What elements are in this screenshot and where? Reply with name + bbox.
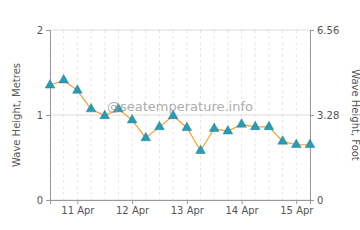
x-tick-mark	[187, 200, 188, 204]
marker[interactable]	[155, 121, 165, 129]
x-tick: 12 Apr	[116, 200, 150, 216]
y-tick-label: 0	[37, 195, 43, 206]
grid-line-y	[50, 30, 310, 31]
x-tick-label: 14 Apr	[225, 205, 259, 216]
x-tick: 14 Apr	[225, 200, 259, 216]
marker[interactable]	[127, 115, 137, 123]
marker[interactable]	[278, 136, 288, 144]
x-tick-mark	[77, 200, 78, 204]
x-tick: 15 Apr	[280, 200, 314, 216]
y-tick-mark	[46, 30, 50, 31]
y-axis-line	[46, 31, 51, 201]
y2-tick-mark	[310, 115, 314, 116]
y2-axis-title: Wave Height, Foot	[350, 69, 360, 161]
y-tick: 0	[37, 195, 50, 206]
x-tick-mark	[132, 200, 133, 204]
y-tick: 2	[37, 25, 50, 36]
marker[interactable]	[141, 132, 151, 140]
marker[interactable]	[209, 123, 219, 131]
grid	[50, 30, 310, 200]
x-tick-label: 12 Apr	[116, 205, 150, 216]
y2-tick: 6.56	[310, 25, 339, 36]
marker[interactable]	[292, 139, 302, 147]
y-tick-mark	[46, 200, 50, 201]
x-tick-mark	[242, 200, 243, 204]
x-tick: 11 Apr	[61, 200, 95, 216]
marker[interactable]	[45, 80, 55, 88]
y2-tick: 0	[310, 195, 323, 206]
y-tick-label: 2	[37, 25, 43, 36]
chart: 0 1 2 0 3.28 6.56 11 Apr 12 Apr 13 Apr 14 Apr 15 A…	[0, 0, 360, 230]
y2-axis-line	[311, 31, 315, 201]
x-axis: 11 Apr 12 Apr 13 Apr 14 Apr 15 Apr	[51, 200, 315, 216]
x-tick-label: 13 Apr	[171, 205, 205, 216]
y2-tick-label: 3.28	[317, 110, 339, 121]
marker[interactable]	[182, 122, 192, 130]
plot	[45, 75, 315, 154]
x-tick-mark	[296, 200, 297, 204]
watermark: @seatemperature.info	[107, 99, 253, 114]
y-tick-label: 1	[37, 110, 43, 121]
y2-tick: 3.28	[310, 110, 339, 121]
marker[interactable]	[237, 119, 247, 127]
y2-tick-mark	[310, 30, 314, 31]
marker[interactable]	[73, 85, 83, 93]
x-tick-label: 11 Apr	[61, 205, 95, 216]
x-axis-line	[51, 201, 311, 205]
x-tick: 13 Apr	[171, 200, 205, 216]
marker[interactable]	[250, 121, 260, 129]
y-axis-title: Wave Height, Metres	[11, 63, 22, 167]
series-line	[50, 80, 310, 151]
marker[interactable]	[86, 104, 96, 112]
x-tick-label: 15 Apr	[280, 205, 314, 216]
marker[interactable]	[264, 121, 274, 129]
marker[interactable]	[305, 139, 315, 147]
y2-tick-label: 6.56	[317, 25, 339, 36]
grid-line-y	[50, 115, 310, 116]
marker[interactable]	[196, 145, 206, 153]
marker[interactable]	[59, 75, 69, 83]
y-tick: 1	[37, 110, 50, 121]
marker[interactable]	[223, 126, 233, 134]
y2-tick-label: 0	[317, 195, 323, 206]
y-axis: 0 1 2	[37, 25, 51, 206]
y-tick-mark	[46, 115, 50, 116]
plot-area	[50, 30, 310, 200]
y2-axis: 0 3.28 6.56	[310, 25, 339, 206]
